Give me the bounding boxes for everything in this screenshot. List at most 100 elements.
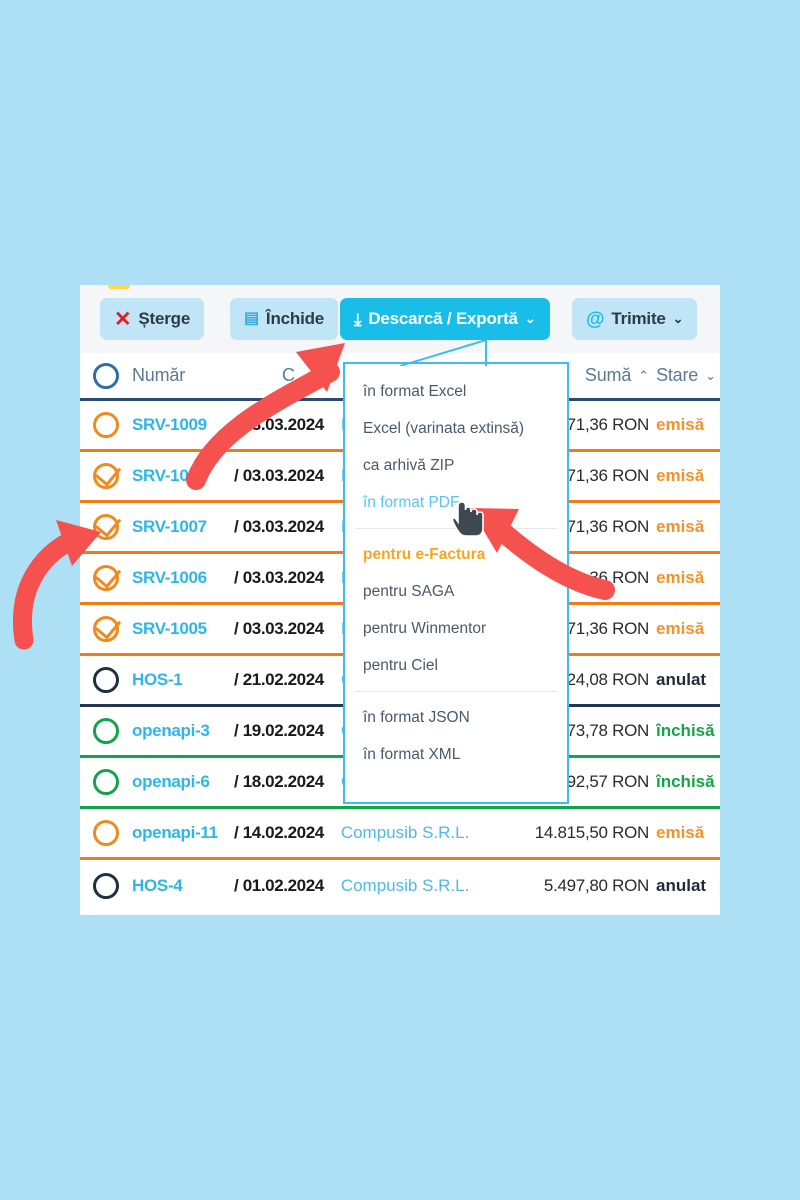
menu-item[interactable]: ca arhivă ZIP [363, 456, 455, 474]
row-date: 21.02.2024 [242, 670, 324, 689]
row-amount: 973,78 RON [557, 721, 650, 740]
row-selected-check-icon[interactable] [93, 510, 122, 540]
row-unselected-circle-icon[interactable] [93, 667, 119, 693]
menu-item[interactable]: în format JSON [363, 708, 470, 726]
row-separator: / [234, 670, 239, 689]
header-state[interactable]: Stare [656, 365, 699, 385]
row-unselected-circle-icon[interactable] [93, 718, 119, 744]
row-status-badge: emisă [656, 568, 705, 587]
row-amount: 171,36 RON [557, 415, 650, 434]
delete-button[interactable]: ✕ Șterge [100, 298, 205, 340]
row-status-badge: emisă [656, 466, 705, 485]
row-date: 19.02.2024 [242, 721, 324, 740]
delete-button-label: Șterge [138, 309, 191, 328]
row-select-cell[interactable] [80, 718, 132, 744]
row-separator: / [234, 772, 239, 791]
close-invoice-button-label: Închide [265, 309, 325, 328]
menu-item[interactable]: în format PDF [363, 493, 460, 511]
row-invoice-number[interactable]: HOS-1 [132, 670, 183, 689]
row-date: 03.03.2024 [242, 619, 324, 638]
row-date: 14.02.2024 [242, 823, 324, 842]
x-icon: ✕ [114, 307, 132, 331]
row-status-badge: emisă [656, 415, 705, 434]
row-unselected-circle-icon[interactable] [93, 412, 119, 438]
chevron-down-icon: ⌄ [672, 311, 684, 326]
row-invoice-number[interactable]: openapi-3 [132, 721, 210, 740]
row-select-cell[interactable] [80, 612, 132, 642]
row-status-badge: închisă [656, 721, 715, 740]
row-status-badge: emisă [656, 619, 705, 638]
check-icon [94, 612, 122, 640]
table-row[interactable]: HOS-4 /01.02.2024 Compusib S.R.L. 5.497,80 … [80, 860, 720, 911]
menu-item[interactable]: pentru Winmentor [363, 619, 487, 637]
table-row[interactable]: openapi-11 /14.02.2024 Compusib S.R.L. 14.8… [80, 809, 720, 860]
menu-item[interactable]: Excel (varinata extinsă) [363, 419, 525, 437]
toolbar: ✕ Șterge ▤ Închide ⤓ Descarcă / Exportă … [80, 285, 720, 353]
document-check-icon: ▤ [244, 310, 259, 327]
row-invoice-number[interactable]: SRV-1009 [132, 415, 207, 434]
row-status-badge: anulat [656, 875, 707, 895]
row-select-cell[interactable] [80, 820, 132, 846]
menu-item[interactable]: pentru Ciel [363, 656, 438, 674]
header-number[interactable]: Număr [132, 365, 186, 385]
select-all-cell[interactable] [80, 362, 132, 389]
row-amount: 171,36 RON [557, 517, 650, 536]
clipped-badge [108, 285, 130, 289]
close-invoice-button[interactable]: ▤ Închide [230, 298, 339, 340]
row-separator: / [234, 568, 239, 587]
header-amount[interactable]: Sumă [584, 365, 632, 385]
row-invoice-number[interactable]: SRV-1007 [132, 517, 207, 536]
row-status-badge: închisă [656, 772, 715, 791]
row-unselected-circle-icon[interactable] [93, 820, 119, 846]
row-client[interactable]: Compusib S.R.L. [340, 875, 470, 895]
row-date: 03.03.2024 [242, 568, 324, 587]
check-icon [94, 459, 122, 487]
chevron-down-icon: ⌄ [524, 311, 536, 326]
row-date: 01.02.2024 [242, 875, 324, 895]
row-amount: 14.815,50 RON [534, 823, 650, 842]
download-icon: ⤓ [354, 309, 362, 329]
row-selected-check-icon[interactable] [93, 561, 122, 591]
menu-item[interactable]: pentru e-Factura [363, 545, 486, 563]
row-unselected-circle-icon[interactable] [93, 769, 119, 795]
row-invoice-number[interactable]: SRV-1006 [132, 568, 207, 587]
row-amount: 171,36 RON [557, 466, 650, 485]
row-select-cell[interactable] [80, 412, 132, 438]
export-dropdown-menu[interactable]: în format Excel Excel (varinata extinsă) c… [343, 362, 569, 804]
row-client[interactable]: Compusib S.R.L. [340, 823, 470, 842]
row-unselected-circle-icon[interactable] [93, 872, 119, 899]
row-selected-check-icon[interactable] [93, 612, 122, 642]
hand-pointer-cursor-icon [452, 501, 484, 537]
row-select-cell[interactable] [80, 510, 132, 540]
row-select-cell[interactable] [80, 561, 132, 591]
sort-indicator-icon: ⌄ [705, 367, 716, 383]
sort-ascending-icon[interactable]: ⌃ [638, 367, 650, 383]
select-all-circle-icon[interactable] [93, 362, 119, 389]
menu-item[interactable]: în format XML [363, 745, 461, 763]
menu-divider [355, 691, 557, 692]
row-invoice-number[interactable]: SRV-1005 [132, 619, 207, 638]
row-invoice-number[interactable]: SRV-1008 [132, 466, 207, 485]
row-separator: / [234, 466, 239, 485]
row-select-cell[interactable] [80, 872, 132, 899]
row-separator: / [234, 823, 239, 842]
row-select-cell[interactable] [80, 769, 132, 795]
row-separator: / [234, 517, 239, 536]
row-invoice-number[interactable]: openapi-11 [132, 823, 218, 842]
row-invoice-number[interactable]: openapi-6 [132, 772, 210, 791]
check-icon [94, 561, 122, 589]
row-separator: / [234, 415, 239, 434]
row-status-badge: anulat [656, 670, 707, 689]
row-selected-check-icon[interactable] [93, 459, 122, 489]
menu-item[interactable]: în format Excel [363, 382, 467, 400]
send-button[interactable]: @ Trimite ⌄ [572, 298, 698, 340]
send-button-label: Trimite [611, 309, 666, 328]
row-select-cell[interactable] [80, 667, 132, 693]
menu-item[interactable]: pentru SAGA [363, 582, 455, 600]
dropdown-connector [400, 340, 487, 366]
row-invoice-number[interactable]: HOS-4 [132, 875, 183, 895]
download-export-button[interactable]: ⤓ Descarcă / Exportă ⌄ [340, 298, 550, 340]
row-date: 03.03.2024 [242, 517, 324, 536]
row-select-cell[interactable] [80, 459, 132, 489]
row-date: 03.03.2024 [242, 415, 324, 434]
